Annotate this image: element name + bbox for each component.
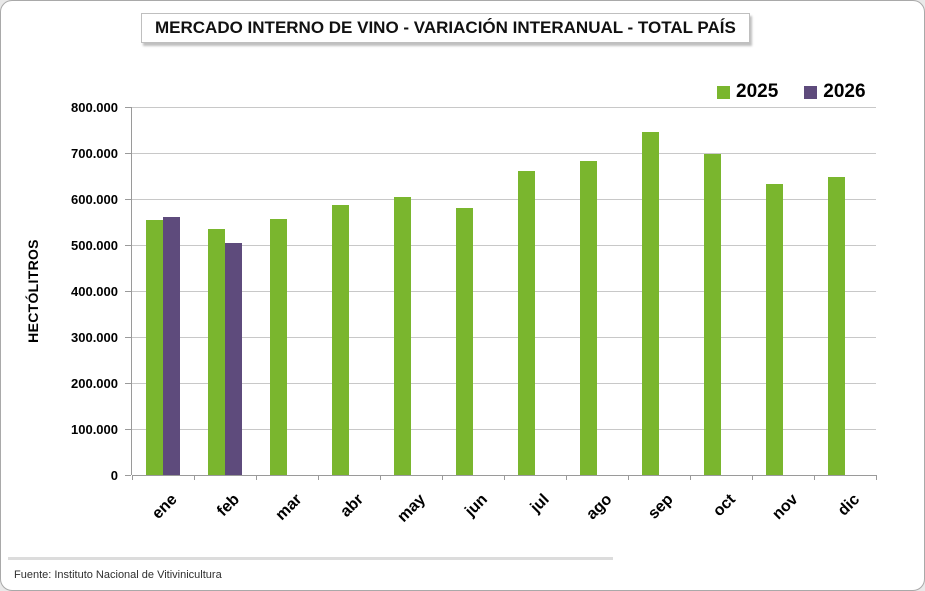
legend-swatch-2026: [804, 85, 818, 99]
y-tick-mark: [125, 245, 131, 246]
gridline: [132, 245, 876, 246]
bar-2025-jul: [518, 171, 535, 475]
x-tick-mark: [442, 475, 443, 480]
bar-2026-ene: [163, 217, 180, 475]
y-tick-mark: [125, 153, 131, 154]
x-tick-label-dic: dic: [834, 491, 864, 520]
month-slot-sep: [628, 107, 690, 475]
x-tick-label-jun: jun: [462, 491, 492, 520]
month-slot-jul: [504, 107, 566, 475]
x-tick-label-oct: oct: [710, 491, 740, 520]
x-tick-mark: [132, 475, 133, 480]
y-tick-mark: [125, 383, 131, 384]
legend-item-2025: 2025: [717, 81, 778, 103]
gridline: [132, 107, 876, 108]
gridline: [132, 429, 876, 430]
y-tick-mark: [125, 337, 131, 338]
gridline: [132, 337, 876, 338]
chart-bottom-shadow: [8, 557, 613, 560]
x-tick-label-nov: nov: [768, 491, 802, 524]
y-tick-label: 700.000: [71, 146, 118, 161]
y-tick-mark: [125, 199, 131, 200]
x-tick-mark: [752, 475, 753, 480]
bar-2025-may: [394, 197, 411, 475]
y-tick-mark: [125, 107, 131, 108]
bar-2025-dic: [828, 177, 845, 475]
x-tick-label-sep: sep: [645, 491, 678, 523]
gridline: [132, 153, 876, 154]
gridline: [132, 199, 876, 200]
y-tick-label: 800.000: [71, 100, 118, 115]
x-tick-label-may: may: [394, 491, 430, 526]
x-tick-mark: [194, 475, 195, 480]
month-slot-mar: [256, 107, 318, 475]
month-slot-ago: [566, 107, 628, 475]
plot-area: [125, 107, 877, 480]
y-tick-label: 200.000: [71, 376, 118, 391]
bar-2025-nov: [766, 184, 783, 475]
chart-title: MERCADO INTERNO DE VINO - VARIACIÓN INTE…: [141, 13, 750, 43]
bar-2025-abr: [332, 205, 349, 475]
legend-item-2026: 2026: [804, 81, 866, 103]
y-tick-label: 100.000: [71, 422, 118, 437]
x-tick-label-jul: jul: [527, 491, 554, 517]
bar-2025-ene: [146, 220, 163, 475]
month-slot-dic: [814, 107, 876, 475]
x-tick-label-feb: feb: [214, 491, 244, 520]
x-tick-label-abr: abr: [337, 491, 368, 521]
month-slot-feb: [194, 107, 256, 475]
y-tick-label: 500.000: [71, 238, 118, 253]
bar-2025-mar: [270, 219, 287, 475]
legend-label-2026: 2026: [823, 81, 866, 102]
x-tick-label-mar: mar: [272, 491, 306, 524]
y-tick-label: 300.000: [71, 330, 118, 345]
x-tick-mark: [566, 475, 567, 480]
bar-2025-ago: [580, 161, 597, 475]
gridline: [132, 383, 876, 384]
x-tick-mark: [504, 475, 505, 480]
legend-label-2025: 2025: [736, 81, 779, 102]
bar-2025-sep: [642, 132, 659, 475]
x-tick-mark: [814, 475, 815, 480]
month-slot-jun: [442, 107, 504, 475]
gridline: [132, 291, 876, 292]
y-tick-label: 600.000: [71, 192, 118, 207]
legend: 2025 2026: [717, 81, 866, 103]
x-tick-label-ago: ago: [582, 491, 616, 524]
y-axis-tick-labels: 800.000 700.000 600.000 500.000 400.000 300.0…: [1, 101, 118, 482]
x-axis-tick-labels: ene feb mar abr may jun jul ago sep oct nov dic: [132, 481, 876, 551]
x-tick-mark: [876, 475, 877, 480]
bar-2025-jun: [456, 208, 473, 475]
y-tick-label: 0: [110, 468, 118, 483]
x-tick-mark: [690, 475, 691, 480]
bar-2025-oct: [704, 154, 721, 475]
y-tick-mark: [125, 429, 131, 430]
month-slot-nov: [752, 107, 814, 475]
y-tick-label: 400.000: [71, 284, 118, 299]
month-slot-oct: [690, 107, 752, 475]
x-tick-mark: [318, 475, 319, 480]
x-tick-mark: [380, 475, 381, 480]
month-slot-may: [380, 107, 442, 475]
legend-swatch-2025: [717, 85, 730, 99]
y-tick-mark: [125, 475, 131, 476]
x-tick-label-ene: ene: [149, 491, 182, 523]
y-tick-mark: [125, 291, 131, 292]
bar-2026-feb: [225, 243, 242, 475]
x-tick-mark: [256, 475, 257, 480]
source-note: Fuente: Instituto Nacional de Vitivinicu…: [14, 569, 222, 581]
x-tick-mark: [628, 475, 629, 480]
y-axis-line: [131, 107, 132, 475]
month-slot-ene: [132, 107, 194, 475]
bar-2025-feb: [208, 229, 225, 475]
month-slot-abr: [318, 107, 380, 475]
